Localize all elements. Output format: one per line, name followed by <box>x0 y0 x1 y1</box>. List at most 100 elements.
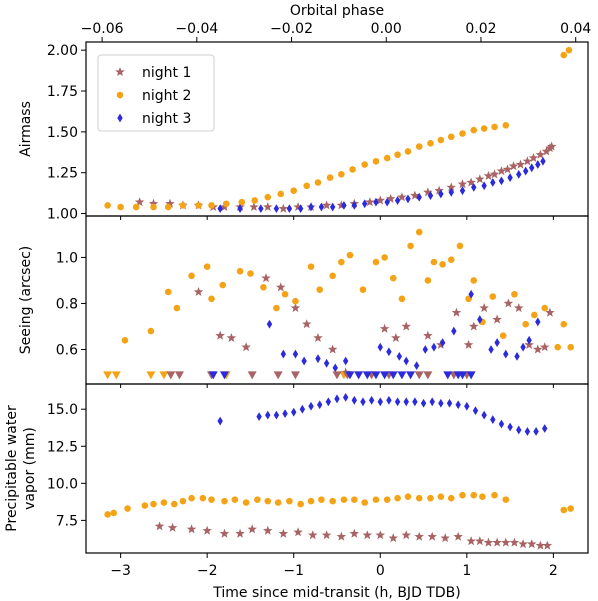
seeing-point <box>396 351 403 361</box>
pwv-point <box>282 409 288 419</box>
seeing-point <box>492 314 502 324</box>
pwv-point <box>404 493 412 500</box>
seeing-point <box>533 344 543 354</box>
airmass-point <box>410 190 420 200</box>
airmass-point <box>541 146 552 156</box>
airmass-ytick-label: 1.75 <box>47 84 78 100</box>
pwv-point <box>394 494 401 502</box>
pwv-point <box>447 494 455 502</box>
seeing-point <box>188 272 195 280</box>
pwv-point <box>401 530 411 540</box>
pwv-point <box>501 537 511 547</box>
seeing-upper-limit <box>174 371 184 380</box>
pwv-point <box>524 427 531 436</box>
pwv-point <box>466 536 476 546</box>
airmass-point <box>508 161 519 171</box>
seeing-upper-limit <box>371 371 381 380</box>
pwv-point <box>375 530 386 540</box>
legend-label: night 2 <box>142 88 191 104</box>
pwv-point <box>491 491 498 499</box>
airmass-point <box>528 153 539 163</box>
seeing-point <box>431 342 437 352</box>
seeing-upper-limit <box>406 371 416 380</box>
pwv-point <box>453 531 463 541</box>
seeing-point <box>401 321 411 331</box>
seeing-point <box>422 345 428 354</box>
pwv-point <box>170 500 178 508</box>
pwv-point <box>329 497 336 505</box>
seeing-point <box>332 363 338 373</box>
pwv-point <box>360 397 366 407</box>
airmass-point <box>540 156 546 166</box>
airmass-point <box>437 136 445 144</box>
seeing-upper-limit <box>273 371 283 380</box>
seeing-upper-limit <box>380 371 390 380</box>
pwv-point <box>308 401 314 411</box>
pwv-point <box>124 505 131 512</box>
seeing-point <box>456 242 464 250</box>
pwv-point <box>502 496 510 503</box>
pwv-point <box>336 531 347 541</box>
airmass-point <box>459 186 466 196</box>
pwv-ytick-label: 12.5 <box>47 439 78 455</box>
seeing-point <box>554 343 562 351</box>
pwv-point <box>351 395 358 405</box>
seeing-point <box>463 339 474 349</box>
airmass-point <box>258 204 264 214</box>
seeing-upper-limit <box>443 371 453 380</box>
airmass-point <box>404 148 412 155</box>
airmass-point <box>459 130 466 137</box>
pwv-point <box>535 540 546 550</box>
airmass-ylabel: Airmass <box>18 101 34 157</box>
xtick-label: −1 <box>283 563 304 579</box>
airmass-marks <box>104 46 573 214</box>
pwv-point <box>394 397 401 407</box>
seeing-upper-limit <box>362 371 372 380</box>
seeing-point <box>535 317 541 327</box>
pwv-ytick-label: 7.5 <box>56 513 78 529</box>
airmass-point <box>438 189 444 199</box>
pwv-point <box>334 394 340 404</box>
airmass-point <box>466 177 476 187</box>
airmass-point <box>383 154 391 162</box>
pwv-point <box>104 511 111 518</box>
x-axis-label: Time since mid-transit (h, BJD TDB) <box>212 585 460 601</box>
pwv-point <box>479 493 486 500</box>
pwv-point <box>242 499 250 506</box>
legend-label: night 1 <box>142 65 191 81</box>
airmass-point <box>314 179 322 186</box>
airmass-point <box>179 202 187 209</box>
airmass-point <box>491 123 498 131</box>
airmass-point <box>516 169 522 179</box>
pwv-point <box>299 404 306 414</box>
pwv-point <box>472 406 479 416</box>
airmass-point <box>338 171 345 178</box>
pwv-point <box>231 496 239 503</box>
seeing-point <box>346 251 354 259</box>
airmass-point <box>318 202 325 212</box>
pwv-point <box>415 494 423 502</box>
airmass-point <box>329 202 336 212</box>
pwv-point <box>179 497 187 505</box>
airmass-point <box>164 203 172 211</box>
pwv-panel-frame <box>85 383 589 554</box>
pwv-point <box>414 531 424 541</box>
pwv-point <box>278 528 289 538</box>
seeing-point <box>315 354 321 364</box>
pwv-point <box>160 499 168 506</box>
seeing-point <box>379 323 390 333</box>
airmass-point <box>498 176 505 186</box>
airmass-point <box>249 202 259 212</box>
airmass-point <box>457 179 468 189</box>
pwv-point <box>247 524 257 534</box>
pwv-point <box>325 397 332 407</box>
seeing-upper-limit <box>103 371 113 380</box>
pwv-point <box>567 505 574 512</box>
airmass-point <box>375 195 386 205</box>
seeing-point <box>424 277 432 284</box>
airmass-point <box>134 197 145 207</box>
pwv-point <box>542 424 548 433</box>
pwv-point <box>388 533 399 543</box>
pwv-point <box>560 506 568 514</box>
airmass-point <box>434 185 444 195</box>
